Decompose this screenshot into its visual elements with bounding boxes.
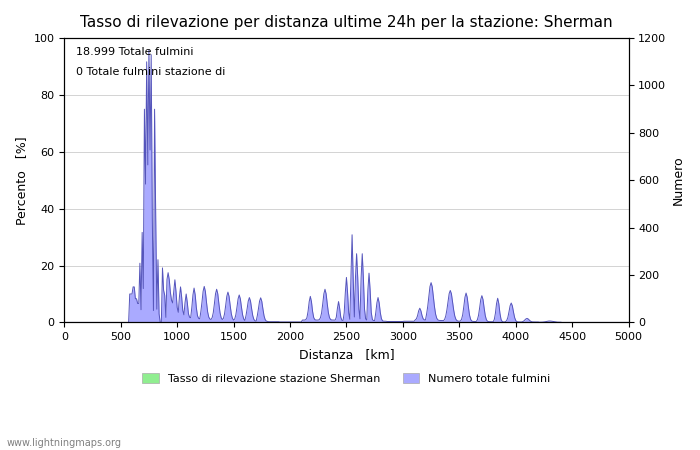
X-axis label: Distanza   [km]: Distanza [km]	[299, 348, 394, 361]
Text: 18.999 Totale fulmini: 18.999 Totale fulmini	[76, 47, 193, 57]
Text: 0 Totale fulmini stazione di: 0 Totale fulmini stazione di	[76, 67, 225, 76]
Text: www.lightningmaps.org: www.lightningmaps.org	[7, 438, 122, 448]
Legend: Tasso di rilevazione stazione Sherman, Numero totale fulmini: Tasso di rilevazione stazione Sherman, N…	[138, 368, 555, 388]
Title: Tasso di rilevazione per distanza ultime 24h per la stazione: Sherman: Tasso di rilevazione per distanza ultime…	[80, 15, 612, 30]
Y-axis label: Numero: Numero	[672, 155, 685, 205]
Y-axis label: Percento   [%]: Percento [%]	[15, 136, 28, 225]
